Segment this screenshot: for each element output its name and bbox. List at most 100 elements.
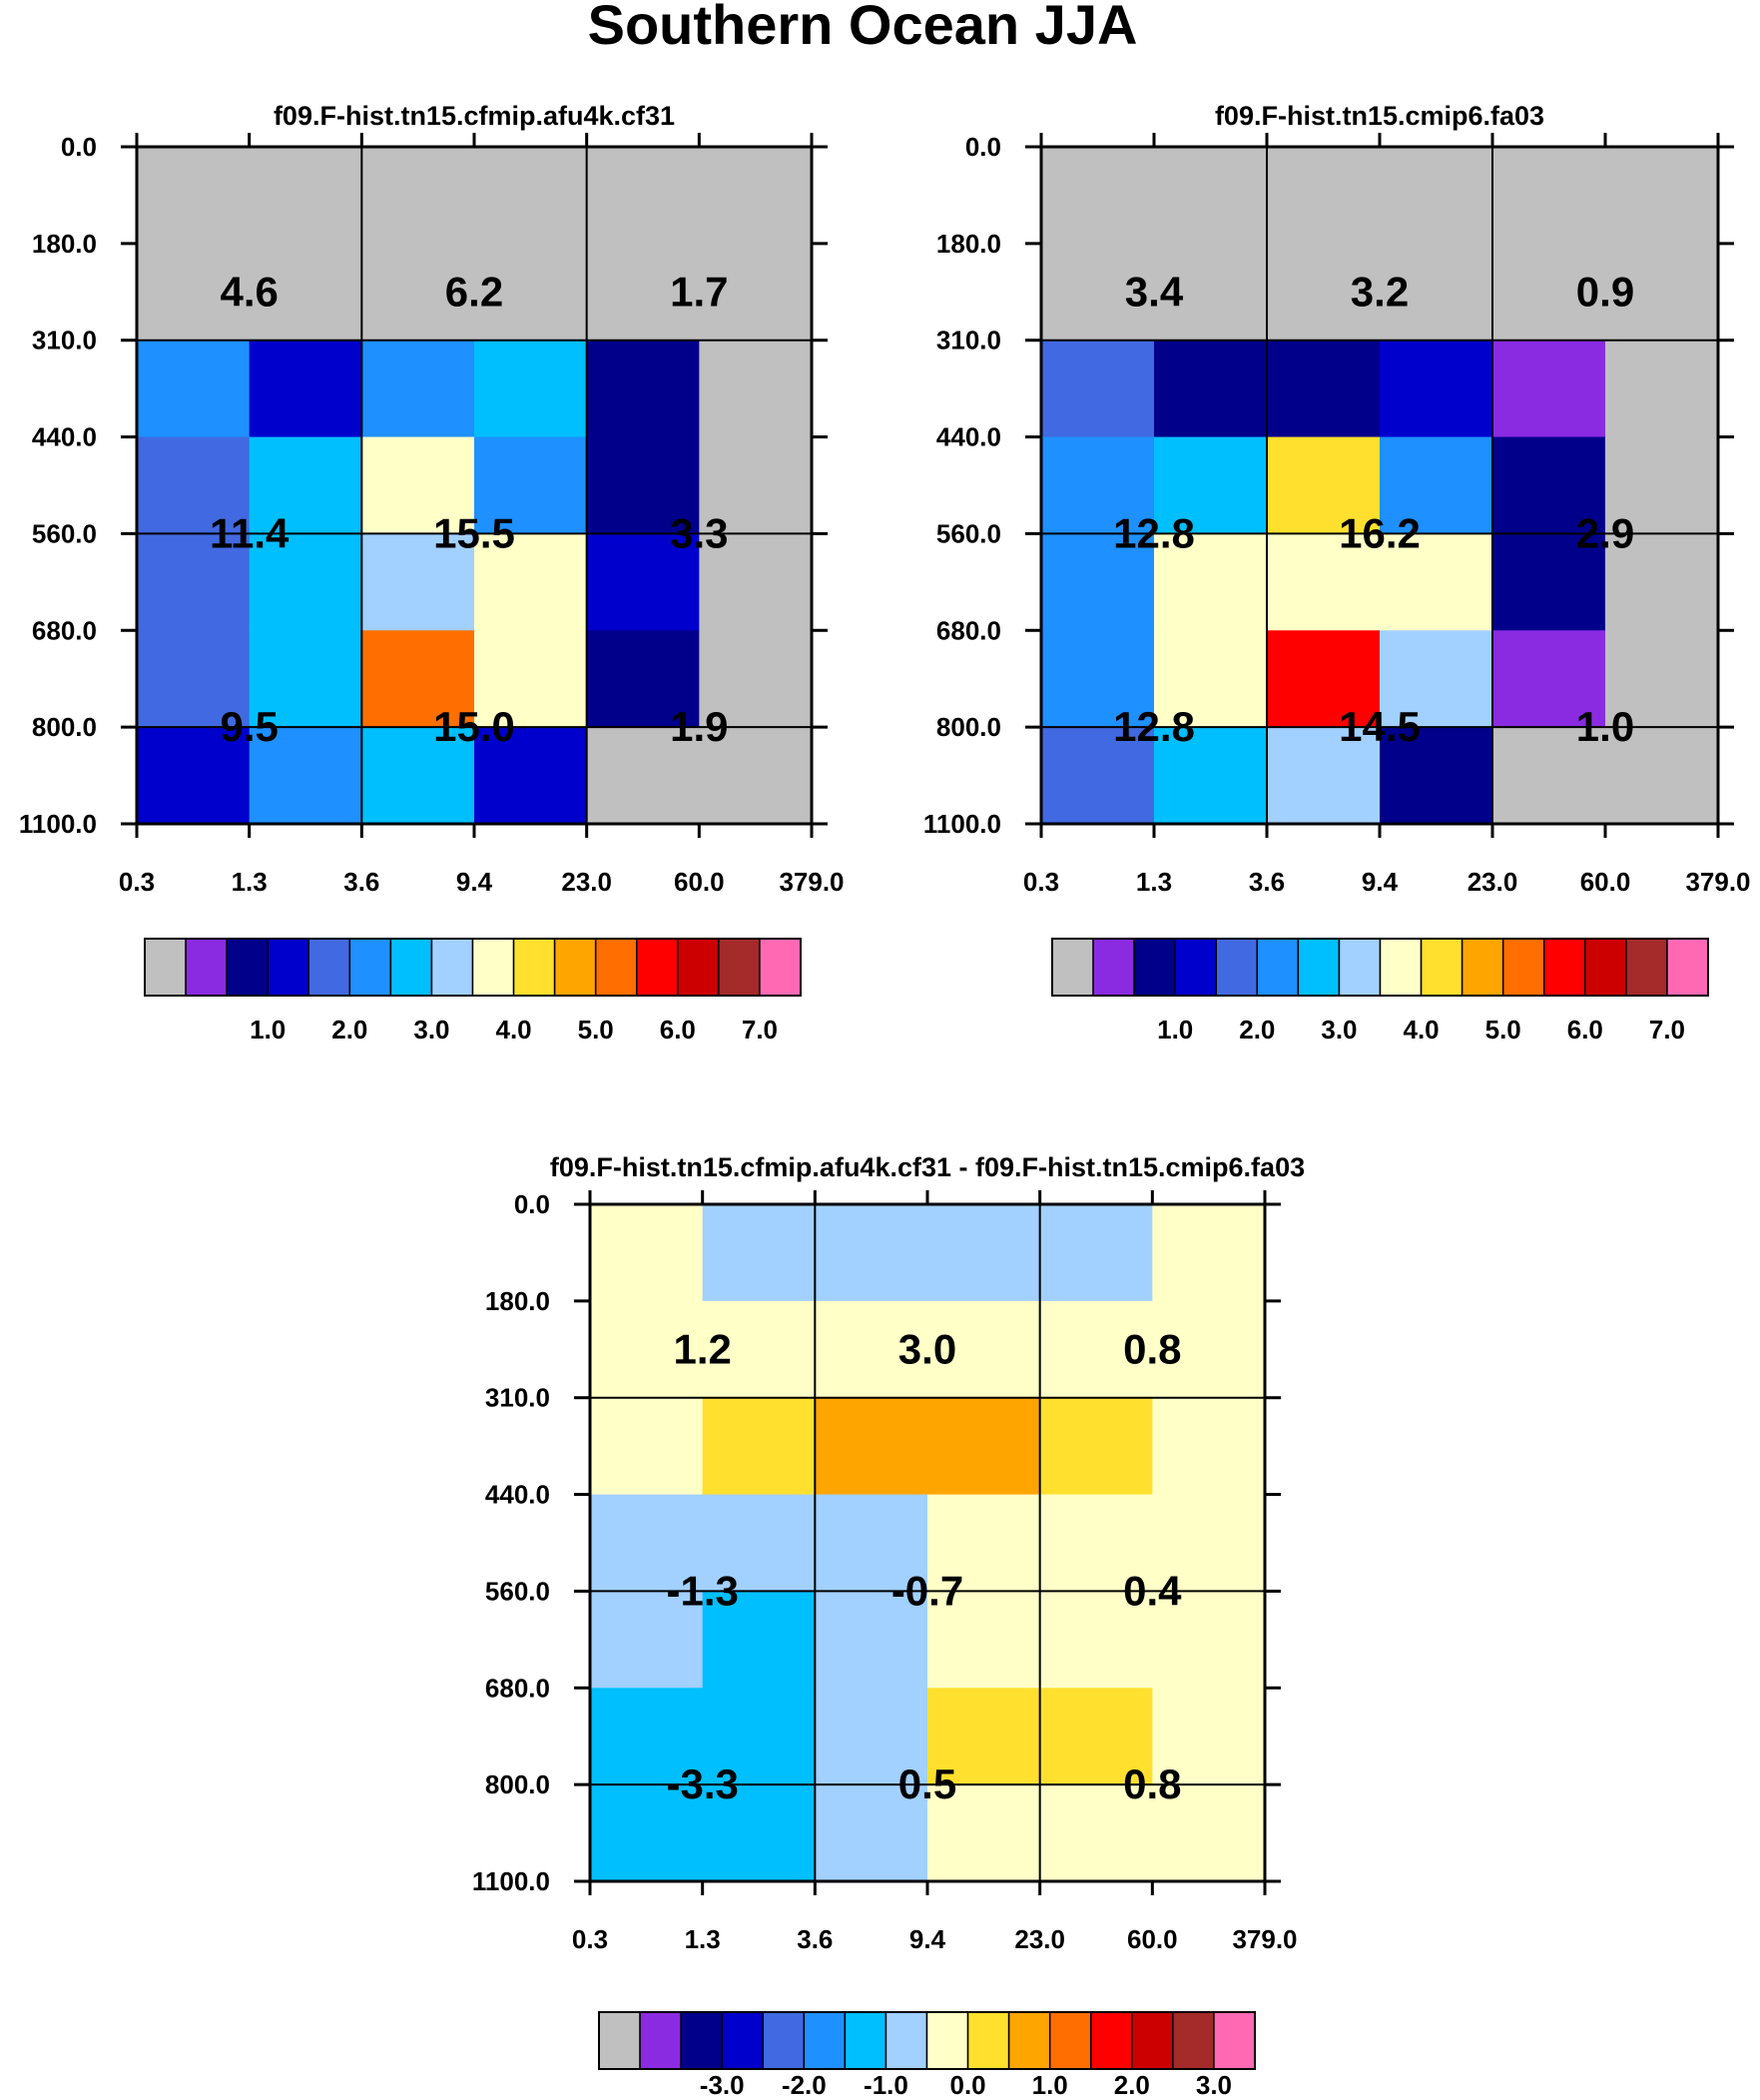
- colorbar-swatch: [389, 938, 433, 997]
- colorbar-swatch: [925, 2011, 969, 2070]
- y-tick-label: 800.0: [32, 712, 97, 742]
- heatmap-cell: [1492, 533, 1606, 631]
- colorbar-swatch: [348, 938, 392, 997]
- colorbar-swatch: [1501, 938, 1545, 997]
- colorbar-swatch: [677, 938, 720, 997]
- heatmap-cell: [1154, 340, 1268, 438]
- colorbar-label: 2.0: [1239, 1015, 1275, 1045]
- heatmap-cell: [815, 1688, 928, 1785]
- colorbar-swatch: [636, 938, 679, 997]
- heatmap-cell: [815, 1204, 928, 1302]
- heatmap-cell: [1605, 436, 1719, 535]
- heatmap-cell: [474, 243, 588, 342]
- colorbar-swatch: [844, 2011, 887, 2070]
- colorbar-swatch: [598, 2011, 641, 2070]
- heatmap-cell: [702, 1204, 816, 1302]
- colorbar-label: 2.0: [331, 1015, 367, 1045]
- heatmap-cell: [699, 147, 813, 245]
- colorbar-swatch: [267, 938, 309, 997]
- heatmap-cell: [249, 147, 362, 245]
- x-tick-label: 1.3: [232, 867, 268, 897]
- heatmap-cell: [1492, 630, 1606, 728]
- heatmap-cell: [1605, 727, 1719, 825]
- cell-value-label: 1.9: [670, 703, 728, 750]
- x-tick-label: 23.0: [561, 867, 612, 897]
- y-tick-label: 1100.0: [472, 1866, 550, 1896]
- heatmap-cell: [361, 533, 475, 631]
- colorbar-swatch: [803, 2011, 847, 2070]
- heatmap-cell: [1380, 436, 1493, 535]
- heatmap-cell: [1041, 340, 1155, 438]
- colorbar-label: -1.0: [864, 2070, 908, 2100]
- colorbar-swatch: [1379, 938, 1423, 997]
- heatmap-cell: [590, 1688, 704, 1785]
- y-tick-label: 560.0: [485, 1576, 550, 1606]
- cell-value-label: 15.5: [433, 509, 515, 556]
- colorbar-swatch: [1007, 2011, 1051, 2070]
- heatmap-cell: [1041, 147, 1155, 245]
- heatmap-cell: [1492, 147, 1606, 245]
- heatmap-cell: [474, 147, 588, 245]
- heatmap-cell: [702, 1591, 816, 1689]
- colorbar-swatch: [1048, 2011, 1092, 2070]
- colorbar-swatch: [1090, 2011, 1133, 2070]
- colorbar-label: 7.0: [742, 1015, 778, 1045]
- heatmap-cell: [361, 727, 475, 825]
- colorbar-label: 7.0: [1649, 1015, 1685, 1045]
- heatmap-cell: [1039, 1300, 1153, 1399]
- colorbar-frame: [1051, 938, 1709, 997]
- colorbar-frame: [598, 2011, 1256, 2070]
- heatmap-cell: [1380, 147, 1493, 245]
- heatmap-cell: [1152, 1397, 1266, 1496]
- heatmap-cell: [590, 1300, 704, 1399]
- colorbar-swatch: [1092, 938, 1135, 997]
- heatmap-cell: [927, 1397, 1041, 1496]
- y-tick-label: 440.0: [32, 422, 97, 452]
- x-tick-label: 379.0: [779, 867, 844, 897]
- panel-title: f09.F-hist.tn15.cfmip.afu4k.cf31: [274, 101, 675, 131]
- colorbar-label: -2.0: [782, 2070, 827, 2100]
- heatmap-cell: [1039, 1494, 1153, 1593]
- colorbar-swatch: [721, 2011, 764, 2070]
- heatmap-cell: [1605, 630, 1719, 728]
- x-tick-label: 3.6: [343, 867, 379, 897]
- x-tick-label: 9.4: [909, 1924, 946, 1954]
- heatmap-cell: [1041, 727, 1155, 825]
- colorbar-label: 4.0: [495, 1015, 531, 1045]
- cell-value-label: 4.6: [220, 268, 278, 315]
- heatmap-cell: [702, 1397, 816, 1496]
- y-tick-label: 680.0: [485, 1673, 550, 1703]
- y-tick-label: 560.0: [32, 518, 97, 548]
- panel-title: f09.F-hist.tn15.cfmip.afu4k.cf31 - f09.F…: [550, 1152, 1305, 1182]
- heatmap-cell: [815, 1397, 928, 1496]
- colorbar-swatch: [1666, 938, 1709, 997]
- colorbar-swatch: [1584, 938, 1627, 997]
- cell-value-label: 12.8: [1113, 509, 1195, 556]
- heatmap-cell: [137, 630, 251, 728]
- y-tick-label: 800.0: [485, 1769, 550, 1799]
- heatmap-cell: [590, 1204, 704, 1302]
- cell-value-label: 1.0: [1576, 703, 1634, 750]
- heatmap-cell: [702, 1300, 816, 1399]
- heatmap-cell: [137, 727, 251, 825]
- heatmap-cell: [1154, 727, 1268, 825]
- colorbar-swatch: [966, 2011, 1010, 2070]
- colorbar-swatch: [884, 2011, 928, 2070]
- heatmap-cell: [137, 340, 251, 438]
- colorbar-swatch: [1543, 938, 1586, 997]
- x-tick-label: 379.0: [1685, 867, 1750, 897]
- panel-model-a: 0.3 1.3 3.6 9.4 23.0 60.0 379.0 0.0 180.0 310.0 44…: [19, 101, 845, 1045]
- colorbar-label: 1.0: [1032, 2070, 1068, 2100]
- colorbar-swatch: [144, 938, 187, 997]
- cell-value-label: 0.4: [1123, 1567, 1182, 1614]
- heatmap-cell: [1154, 147, 1268, 245]
- colorbar-swatch: [185, 938, 228, 997]
- cell-value-label: 1.7: [670, 268, 728, 315]
- heatmap-cell: [1152, 1494, 1266, 1593]
- cell-value-label: 0.8: [1123, 1760, 1181, 1807]
- heatmap-cell: [590, 1591, 704, 1689]
- heatmap-cell: [361, 436, 475, 535]
- heatmap-cell: [137, 147, 251, 245]
- y-tick-label: 0.0: [61, 132, 97, 162]
- x-tick-label: 9.4: [456, 867, 493, 897]
